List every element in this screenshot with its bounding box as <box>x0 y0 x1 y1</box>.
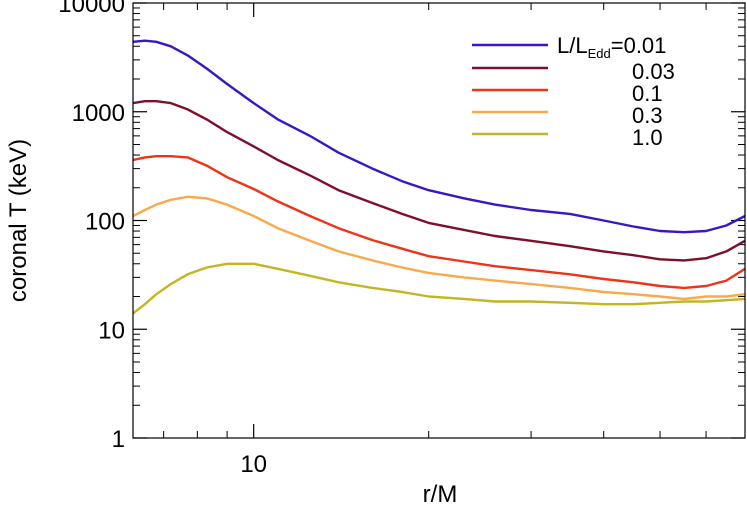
plot-frame <box>132 2 746 439</box>
legend: L/LEdd=0.010.030.10.31.0 <box>472 33 675 150</box>
series-line-0.01 <box>132 39 746 234</box>
legend-label-0.3: 0.3 <box>632 103 663 128</box>
series-lines <box>132 39 746 315</box>
x-axis-title: r/M <box>423 481 458 507</box>
x-tick-label: 10 <box>240 451 267 478</box>
legend-label-1.0: 1.0 <box>632 125 663 150</box>
y-tick-label: 1 <box>112 426 125 453</box>
legend-label-0.1: 0.1 <box>632 81 663 106</box>
y-tick-label: 1000 <box>72 100 125 127</box>
series-line-0.1 <box>132 154 746 290</box>
series-line-0.03 <box>132 99 746 262</box>
series-line-1.0 <box>132 262 746 315</box>
legend-label-0.03: 0.03 <box>632 59 675 84</box>
legend-label-0.01: L/LEdd=0.01 <box>557 33 666 61</box>
y-tick-label: 10000 <box>58 0 125 18</box>
y-tick-label: 100 <box>85 209 125 236</box>
tick-labels: 1 10 100 1000 10000 10 <box>58 0 267 478</box>
y-axis-title: coronal T (keV) <box>5 139 32 302</box>
tick-marks <box>133 2 745 439</box>
y-tick-label: 10 <box>98 317 125 344</box>
series-line-0.3 <box>132 195 746 301</box>
